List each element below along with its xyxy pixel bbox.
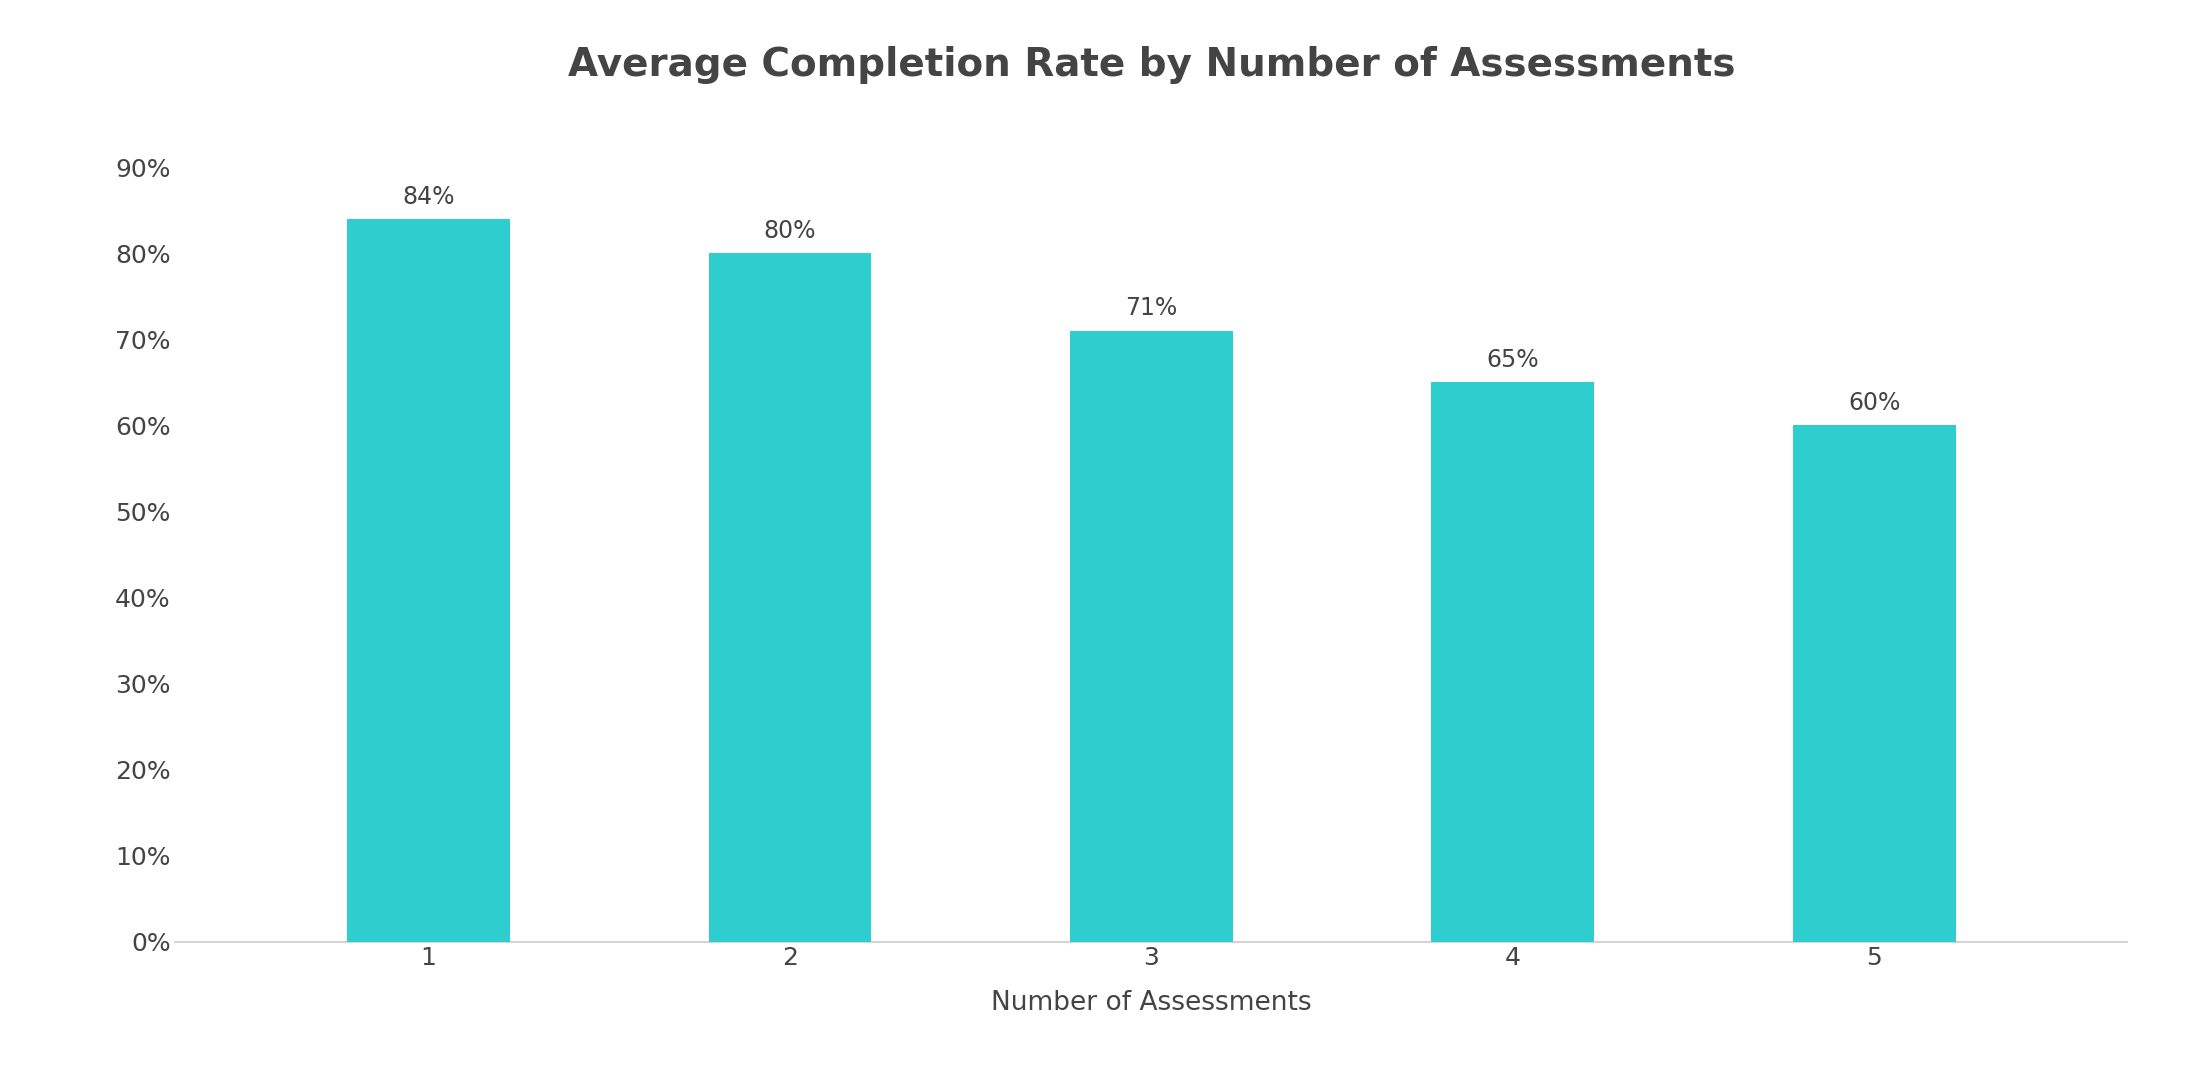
Bar: [346, 219, 509, 942]
X-axis label: Number of Assessments: Number of Assessments: [991, 990, 1311, 1015]
Bar: [708, 254, 871, 942]
Bar: [1432, 382, 1594, 942]
Title: Average Completion Rate by Number of Assessments: Average Completion Rate by Number of Ass…: [568, 46, 1735, 85]
Text: 65%: 65%: [1487, 348, 1539, 372]
Bar: [1794, 426, 1956, 942]
Text: 84%: 84%: [401, 184, 454, 209]
Bar: [1070, 331, 1232, 942]
Text: 60%: 60%: [1849, 391, 1901, 415]
Text: 71%: 71%: [1125, 296, 1178, 320]
Text: 80%: 80%: [763, 219, 816, 243]
